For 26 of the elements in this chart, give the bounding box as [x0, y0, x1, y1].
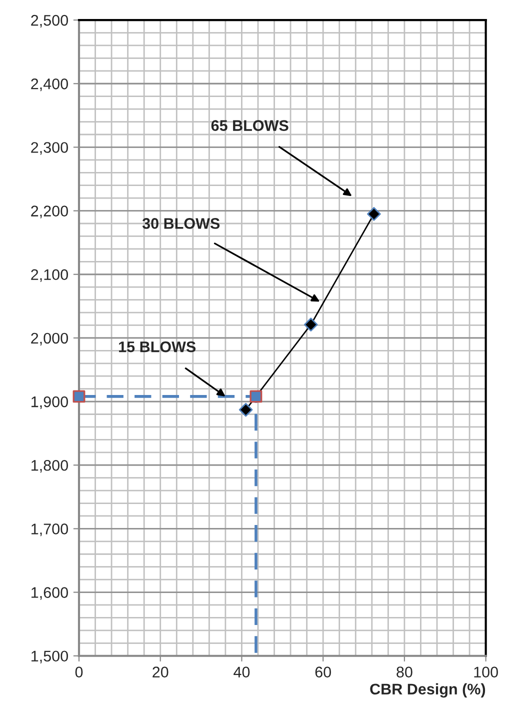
y-tick-label: 2,400 [31, 78, 68, 92]
x-tick-label: 20 [152, 666, 168, 678]
x-tick-label: 80 [396, 666, 412, 678]
point [72, 390, 86, 403]
y-tick-label: 1,500 [32, 650, 68, 664]
y-tick-label: 1,700 [32, 524, 68, 536]
annotation: 30 BLOWS [142, 218, 220, 229]
y-tick-label: 2,200 [31, 206, 68, 218]
y-tick-label: 1,900 [32, 396, 68, 410]
y-tick-label: 2,300 [31, 142, 68, 155]
x-tick-label: 100 [474, 666, 498, 678]
y-tick-label: 2,000 [31, 332, 68, 346]
x-tick-label: 0 [75, 666, 83, 678]
point [304, 318, 318, 332]
y-tick-label: 1,600 [32, 587, 68, 600]
x-axis-title: CBR Design (%) [370, 683, 486, 698]
y-tick-label: 1,800 [32, 460, 68, 473]
x-tick-label: 40 [234, 666, 250, 678]
x-tick-label: 60 [315, 666, 331, 678]
annotation: 65 BLOWS [211, 120, 288, 131]
point [250, 390, 262, 403]
y-tick-label: 2,500 [31, 14, 68, 28]
point [238, 402, 253, 417]
point [367, 207, 381, 221]
annotation: 15 BLOWS [119, 341, 196, 352]
y-tick-label: 2,100 [31, 269, 68, 282]
